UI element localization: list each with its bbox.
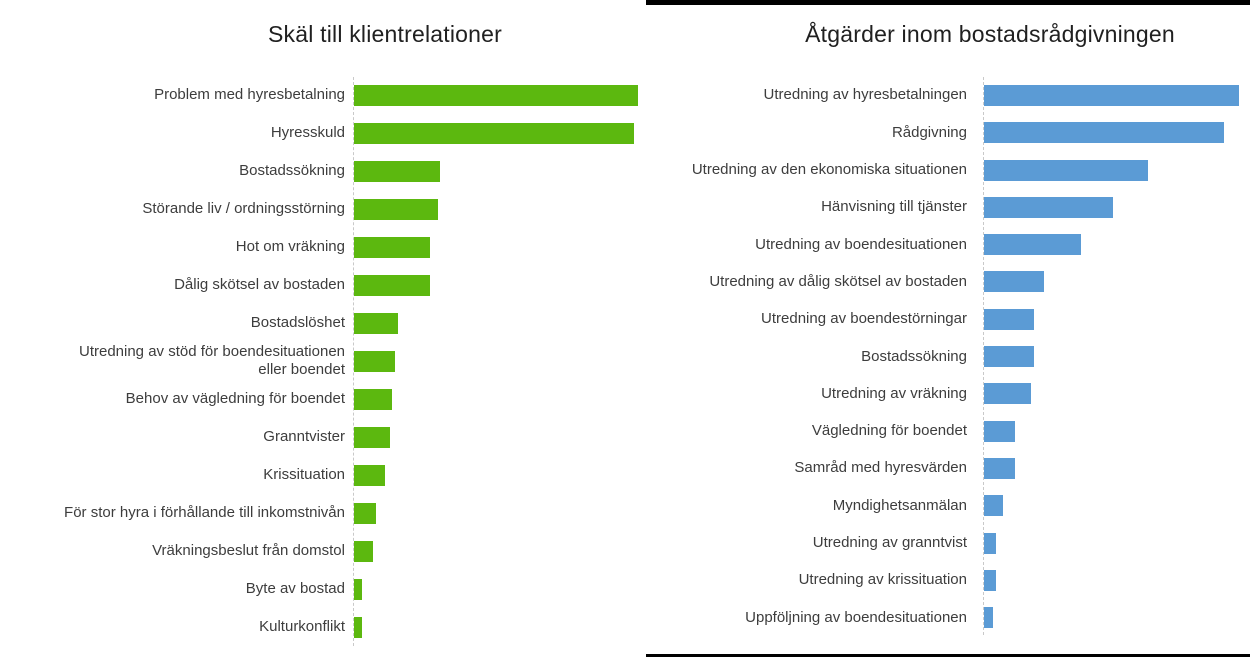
category-label: Utredning av stöd för boendesituationen … — [78, 343, 345, 378]
category-label: Utredning av vräkning — [821, 384, 967, 402]
chart-row: Vräkningsbeslut från domstol — [0, 532, 1250, 570]
category-label: Bostadssökning — [239, 162, 345, 179]
category-label: Granntvister — [263, 428, 345, 445]
category-label: För stor hyra i förhållande till inkomst… — [64, 504, 345, 521]
chart-row: Utredning av krissituation — [0, 562, 1250, 599]
bar — [354, 426, 390, 448]
bar — [984, 607, 993, 629]
category-label: Utredning av hyresbetalningen — [763, 86, 967, 104]
category-label: Problem med hyresbetalning — [154, 86, 345, 103]
category-label: Byte av bostad — [245, 580, 345, 597]
chart-row: Uppföljning av boendesituationen — [0, 599, 1250, 636]
bar — [354, 122, 634, 144]
bar — [984, 234, 1081, 256]
category-label: Vägledning för boendet — [811, 422, 967, 440]
bar — [984, 383, 1031, 405]
bar — [984, 457, 1015, 479]
category-label: Uppföljning av boendesituationen — [745, 608, 967, 626]
chart-row: För stor hyra i förhållande till inkomst… — [0, 494, 1250, 532]
chart-row: Utredning av hyresbetalningen — [0, 77, 1250, 114]
chart-row: Granntvister — [0, 418, 1250, 456]
chart-row: Utredning av den ekonomiska situationen — [0, 151, 1250, 188]
chart-row: Dålig skötsel av bostaden — [0, 266, 1250, 304]
bar — [354, 84, 638, 106]
bar — [984, 420, 1015, 442]
top-divider-line — [646, 0, 1250, 5]
category-label: Hot om vräkning — [235, 238, 345, 255]
bar — [984, 495, 1003, 517]
category-label: Utredning av krissituation — [798, 571, 967, 589]
category-label: Utredning av den ekonomiska situationen — [691, 161, 967, 179]
bar — [984, 532, 996, 554]
chart-row: Hot om vräkning — [0, 228, 1250, 266]
category-label: Samråd med hyresvärden — [794, 459, 967, 477]
chart-row: Myndighetsanmälan — [0, 487, 1250, 524]
chart-row: Utredning av boendestörningar — [0, 301, 1250, 338]
left-chart-title: Skäl till klientrelationer — [267, 21, 503, 47]
bar — [354, 312, 398, 334]
category-label: Dålig skötsel av bostaden — [174, 276, 345, 293]
bar — [354, 236, 430, 258]
chart-row: Utredning av granntvist — [0, 524, 1250, 561]
bar — [984, 159, 1148, 181]
bar — [354, 502, 376, 524]
category-label: Krissituation — [263, 466, 345, 483]
category-label: Behov av vägledning för boendet — [125, 390, 345, 407]
bar — [984, 122, 1224, 144]
right-chart-title: Åtgärder inom bostadsrådgivningen — [805, 21, 1175, 47]
bar — [984, 308, 1034, 330]
chart-row: Utredning av stöd för boendesituationen … — [0, 342, 1250, 380]
chart-row: Bostadslöshet — [0, 304, 1250, 342]
bar — [984, 196, 1113, 218]
chart-row: Hyresskuld — [0, 114, 1250, 152]
category-label: Utredning av granntvist — [812, 534, 967, 552]
chart-row: Utredning av boendesituationen — [0, 226, 1250, 263]
category-label: Störande liv / ordningsstörning — [142, 200, 345, 217]
chart-row: Vägledning för boendet — [0, 413, 1250, 450]
bar — [354, 388, 392, 410]
category-label: Kulturkonflikt — [259, 618, 345, 635]
chart-row: Krissituation — [0, 456, 1250, 494]
left-chart-category-axis — [353, 77, 354, 646]
chart-row: Utredning av dålig skötsel av bostaden — [0, 263, 1250, 300]
category-label: Hänvisning till tjänster — [821, 198, 967, 216]
bar — [354, 540, 373, 562]
chart-row: Problem med hyresbetalning — [0, 76, 1250, 114]
bar — [984, 84, 1239, 106]
chart-row: Kulturkonflikt — [0, 608, 1250, 646]
bar — [354, 464, 385, 486]
bar — [984, 569, 996, 591]
chart-row: Bostadssökning — [0, 152, 1250, 190]
bar — [354, 616, 362, 638]
bar — [354, 578, 362, 600]
chart-row: Behov av vägledning för boendet — [0, 380, 1250, 418]
chart-row: Samråd med hyresvärden — [0, 450, 1250, 487]
chart-row: Hänvisning till tjänster — [0, 189, 1250, 226]
category-label: Vräkningsbeslut från domstol — [152, 542, 345, 559]
bar — [354, 274, 430, 296]
chart-row: Bostadssökning — [0, 338, 1250, 375]
category-label: Utredning av boendestörningar — [761, 310, 967, 328]
right-chart-category-axis — [983, 77, 984, 635]
bar — [354, 160, 440, 182]
category-label: Bostadssökning — [861, 347, 967, 365]
bar — [354, 350, 395, 372]
bar — [984, 271, 1044, 293]
chart-row: Störande liv / ordningsstörning — [0, 190, 1250, 228]
bar — [984, 346, 1034, 368]
bottom-divider-line — [646, 654, 1250, 657]
category-label: Rådgivning — [891, 123, 967, 141]
chart-row: Utredning av vräkning — [0, 375, 1250, 412]
category-label: Bostadslöshet — [250, 314, 345, 331]
bar — [354, 198, 438, 220]
category-label: Myndighetsanmälan — [832, 496, 967, 514]
category-label: Utredning av dålig skötsel av bostaden — [709, 272, 967, 290]
category-label: Hyresskuld — [270, 124, 345, 141]
chart-row: Byte av bostad — [0, 570, 1250, 608]
chart-row: Rådgivning — [0, 114, 1250, 151]
category-label: Utredning av boendesituationen — [755, 235, 967, 253]
